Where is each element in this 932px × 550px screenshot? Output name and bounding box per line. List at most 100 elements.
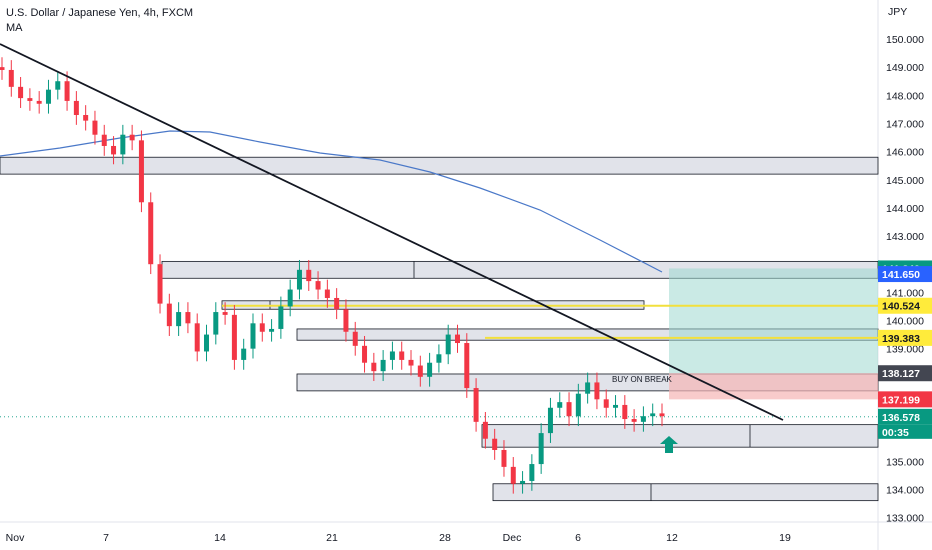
candle-body xyxy=(120,134,126,155)
price-tag-label: 141.650 xyxy=(882,269,920,281)
candle-body xyxy=(176,312,182,327)
moving-average-line xyxy=(0,130,663,273)
candle-body xyxy=(566,402,572,417)
chart-legend: U.S. Dollar / Japanese Yen, 4h, FXCM MA xyxy=(6,6,193,36)
candle-body xyxy=(538,433,544,465)
price-tag-label: 138.127 xyxy=(882,368,920,380)
candle-body xyxy=(324,289,330,298)
candle-body xyxy=(399,351,405,360)
x-tick-label: 12 xyxy=(666,532,678,544)
candle-body xyxy=(594,382,600,400)
indicator-label: MA xyxy=(6,22,23,34)
candle-body xyxy=(18,86,24,99)
symbol-title: U.S. Dollar / Japanese Yen, 4h, FXCM xyxy=(6,7,194,19)
candle-body xyxy=(389,351,395,360)
up-arrow-icon xyxy=(660,436,678,453)
x-tick-label: 28 xyxy=(439,532,451,544)
candle-body xyxy=(427,362,433,377)
candle-body xyxy=(501,449,507,467)
price-tag xyxy=(878,297,932,314)
candle-body xyxy=(129,134,135,141)
candlestick-series xyxy=(0,57,665,494)
candle-body xyxy=(231,314,237,360)
candle-body xyxy=(287,289,293,307)
annotation-label: BUY ON BREAK xyxy=(612,375,673,384)
candle-body xyxy=(73,100,79,116)
y-tick-label: 140.000 xyxy=(886,316,924,328)
candle-body xyxy=(241,348,247,360)
candle-body xyxy=(55,81,61,90)
candle-body xyxy=(613,404,619,408)
x-tick-label: 19 xyxy=(779,532,791,544)
horizontal-levels xyxy=(0,304,878,418)
y-tick-label: 134.000 xyxy=(886,484,924,496)
candle-body xyxy=(45,89,51,104)
y-tick-label: 147.000 xyxy=(886,118,924,130)
zone-box xyxy=(492,483,879,502)
candle-body xyxy=(520,480,526,484)
y-tick-label: 135.000 xyxy=(886,456,924,468)
x-tick-label: 21 xyxy=(326,532,338,544)
candle-body xyxy=(510,466,516,484)
y-tick-label: 144.000 xyxy=(886,203,924,215)
price-tags: 141.849141.650140.524139.383138.127137.1… xyxy=(878,260,932,439)
candle-body xyxy=(482,421,488,439)
candle-body xyxy=(622,404,628,420)
candle-body xyxy=(547,407,553,434)
candle-body xyxy=(8,69,14,87)
candle-body xyxy=(408,359,414,366)
candle-body xyxy=(315,281,321,290)
price-tag xyxy=(878,266,932,283)
currency-label: JPY xyxy=(888,6,907,18)
countdown-label: 00:35 xyxy=(882,427,909,439)
price-axis: JPY 150.000 149.000 148.000 147.000 146.000 14… xyxy=(886,6,924,525)
y-tick-label: 133.000 xyxy=(886,513,924,525)
candle-body xyxy=(334,297,340,310)
y-tick-label: 149.000 xyxy=(886,62,924,74)
candle-body xyxy=(185,312,191,324)
up-arrow-icon xyxy=(660,436,678,453)
x-tick-label: 7 xyxy=(103,532,109,544)
candle-body xyxy=(650,413,656,417)
candle-body xyxy=(0,67,5,70)
candle-body xyxy=(492,438,498,450)
price-tag xyxy=(878,329,932,346)
price-tag-label: 139.383 xyxy=(882,333,920,345)
y-tick-label: 148.000 xyxy=(886,90,924,102)
candle-body xyxy=(445,334,451,355)
candle-body xyxy=(557,402,563,408)
price-tag xyxy=(878,391,932,408)
candle-body xyxy=(352,331,358,346)
candle-body xyxy=(454,334,460,344)
candle-body xyxy=(640,416,646,422)
candle-body xyxy=(92,120,98,135)
x-tick-label: 6 xyxy=(575,532,581,544)
x-tick-label: 14 xyxy=(214,532,226,544)
candle-body xyxy=(380,359,386,372)
candle-body xyxy=(306,269,312,282)
candle-body xyxy=(194,323,200,352)
candle-body xyxy=(529,464,535,481)
stop-zone xyxy=(669,373,878,400)
x-tick-label: Nov xyxy=(6,532,25,544)
candle-body xyxy=(659,413,665,417)
x-tick-label: Dec xyxy=(503,532,522,544)
y-tick-label: 143.000 xyxy=(886,231,924,243)
y-tick-label: 141.000 xyxy=(886,287,924,299)
candle-body xyxy=(585,382,591,394)
candle-body xyxy=(148,202,154,265)
candle-body xyxy=(101,134,107,146)
candle-body xyxy=(343,309,349,332)
candle-body xyxy=(259,323,265,332)
candle-body xyxy=(296,269,302,290)
candle-body xyxy=(138,140,144,203)
target-zone xyxy=(669,268,878,374)
candle-body xyxy=(278,306,284,329)
candle-body xyxy=(222,312,228,315)
candle-body xyxy=(250,323,256,349)
candle-body xyxy=(213,312,219,335)
y-tick-label: 145.000 xyxy=(886,175,924,187)
candle-body xyxy=(83,115,89,121)
zone-box xyxy=(0,156,879,175)
